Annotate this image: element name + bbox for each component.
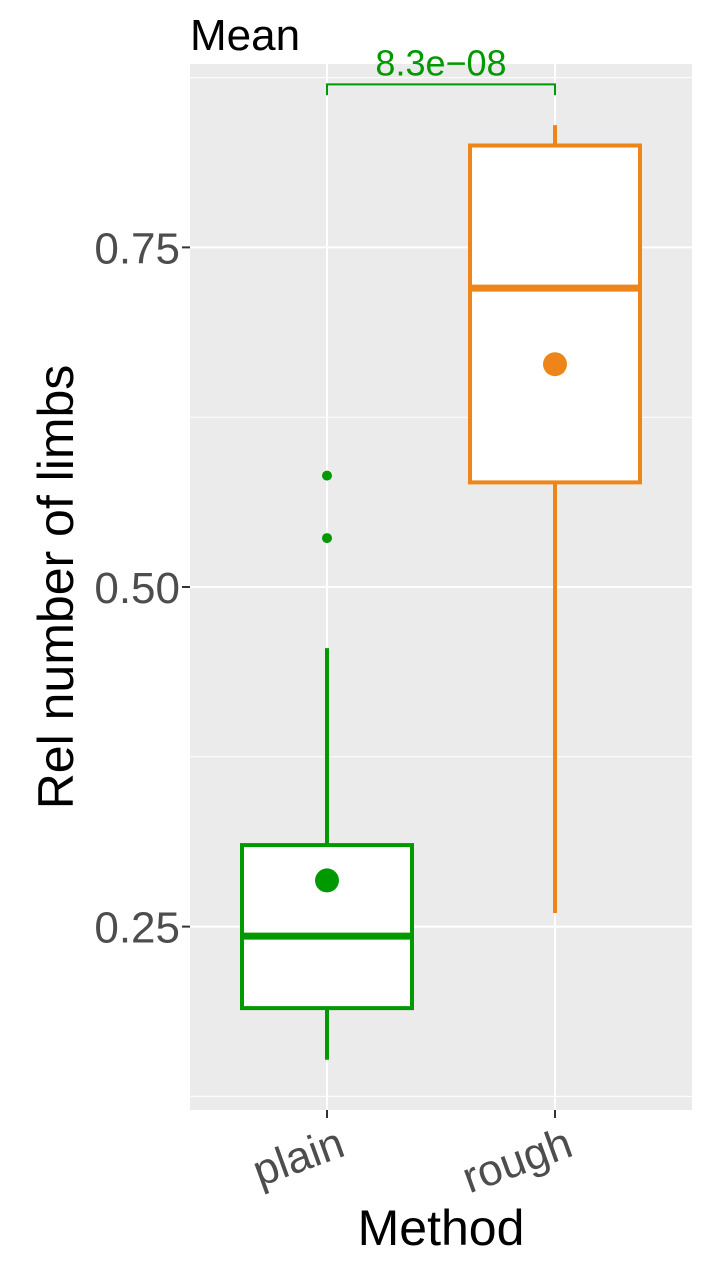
- boxes: [240, 125, 642, 1060]
- significance-bracket: [326, 83, 556, 96]
- y-axis-title: Rel number of limbs: [28, 365, 84, 810]
- mean-point: [315, 868, 339, 893]
- box-plain: [240, 470, 414, 1060]
- x-axis-title: Method: [358, 1200, 525, 1256]
- outlier-point: [322, 470, 332, 481]
- y-tick-label: 0.75: [94, 224, 180, 273]
- y-tick-label: 0.50: [94, 564, 180, 613]
- y-axis: 0.25 0.50 0.75: [94, 224, 190, 953]
- y-tick-label: 0.25: [94, 904, 180, 953]
- p-value-label: 8.3e−08: [375, 42, 506, 83]
- x-tick-label: plain: [246, 1118, 350, 1196]
- x-tick-label: rough: [456, 1118, 579, 1203]
- iqr-box: [468, 143, 642, 485]
- box-rough: [468, 125, 642, 914]
- significance-annotation: 8.3e−08: [326, 42, 556, 96]
- iqr-box: [240, 843, 414, 1011]
- outlier-point: [322, 533, 332, 544]
- x-axis: plain rough: [246, 1110, 578, 1203]
- chart-title: Mean: [190, 11, 300, 60]
- mean-point: [543, 352, 567, 377]
